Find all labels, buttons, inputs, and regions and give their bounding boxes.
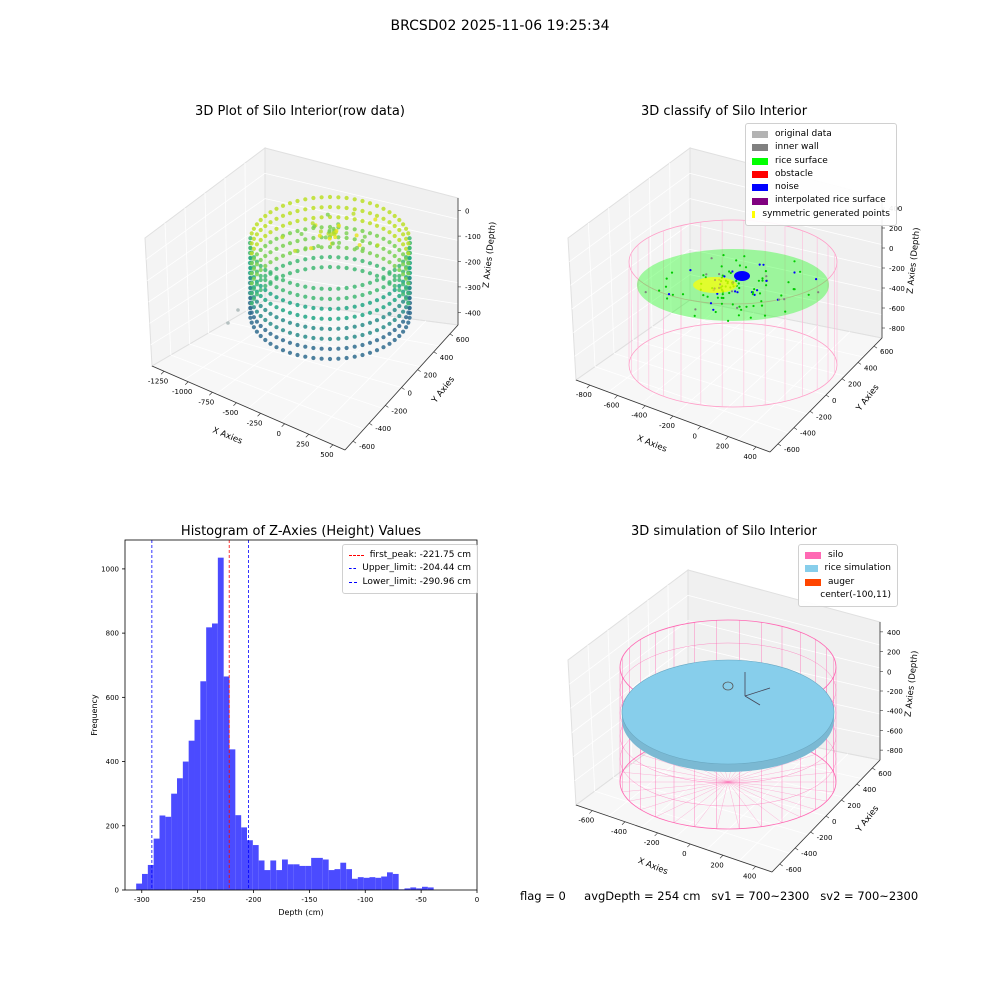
sim-x-tick [589,811,592,814]
avg-depth-text: avgDepth = 254 cm [584,889,700,903]
simulation-legend: silo rice simulation auger center(-100,11) [798,544,898,607]
sim-x-tick-label: -600 [578,817,594,825]
sim-rice-surface [622,660,834,764]
sim-z-tick-label: 200 [887,649,900,657]
legend-item: silo [805,549,891,562]
sv1-text: sv1 = 700~2300 [711,889,809,903]
sim-y-tick-label: 0 [832,818,836,826]
sim-y-tick-label: 400 [863,786,876,794]
sim-y-tick-label: -600 [786,866,802,874]
legend-item: center(-100,11) [805,589,891,602]
sim-y-tick [795,848,798,850]
sim-x-tick-label: 0 [682,850,686,858]
sv2-text: sv2 = 700~2300 [820,889,918,903]
sim-y-tick [841,800,844,802]
legend-swatch [805,592,813,599]
sim-z-tick-label: -400 [887,708,903,716]
sim-y-tick [780,864,783,866]
sim-z-tick-label: 400 [887,629,900,637]
sim-x-axis-label: X Axies [636,856,669,877]
legend-label: center(-100,11) [820,589,891,602]
flag-text: flag = 0 [520,889,566,903]
sim-x-tick [655,833,658,836]
sim-z-tick-label: -800 [887,747,903,755]
sim-x-tick [720,855,723,858]
legend-swatch [805,552,821,559]
sim-x-tick [687,844,690,847]
sim-y-tick-label: -400 [801,850,817,858]
legend-label: auger [828,576,854,589]
sim-y-tick [811,832,814,834]
sim-x-tick-label: -200 [644,839,660,847]
sim-y-tick-label: 600 [878,770,891,778]
sim-x-tick-label: 400 [743,872,756,880]
status-footer: flag = 0 avgDepth = 254 cm sv1 = 700~230… [520,889,918,903]
legend-swatch [805,579,821,586]
legend-item: auger [805,576,891,589]
sim-x-tick [753,866,756,869]
sim-z-axis-label: Z Axies (Depth) [904,650,921,717]
legend-label: rice simulation [825,562,891,575]
sim-y-tick [826,816,829,818]
sim-y-tick-label: 200 [847,802,860,810]
sim-y-tick-label: -200 [817,834,833,842]
legend-label: silo [828,549,843,562]
sim-z-tick-label: 0 [887,668,891,676]
sim-x-tick-label: 200 [710,861,723,869]
legend-item: rice simulation [805,562,891,575]
sim-z-tick-label: -200 [887,688,903,696]
sim-x-tick [622,822,625,825]
sim-z-tick-label: -600 [887,727,903,735]
sim-y-tick [857,784,860,786]
sim-x-tick-label: -400 [611,828,627,836]
legend-swatch [805,565,818,572]
sim-y-tick [872,768,875,770]
